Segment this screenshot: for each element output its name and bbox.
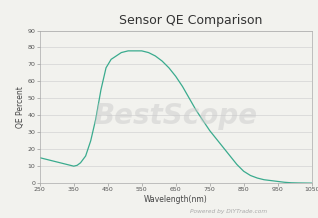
- Text: Powered by DIYTrade.com: Powered by DIYTrade.com: [190, 209, 267, 214]
- Text: BestScope: BestScope: [93, 102, 258, 130]
- Text: Sensor QE Comparison: Sensor QE Comparison: [119, 14, 262, 27]
- X-axis label: Wavelength(nm): Wavelength(nm): [144, 195, 208, 204]
- Y-axis label: QE Percent: QE Percent: [16, 86, 25, 128]
